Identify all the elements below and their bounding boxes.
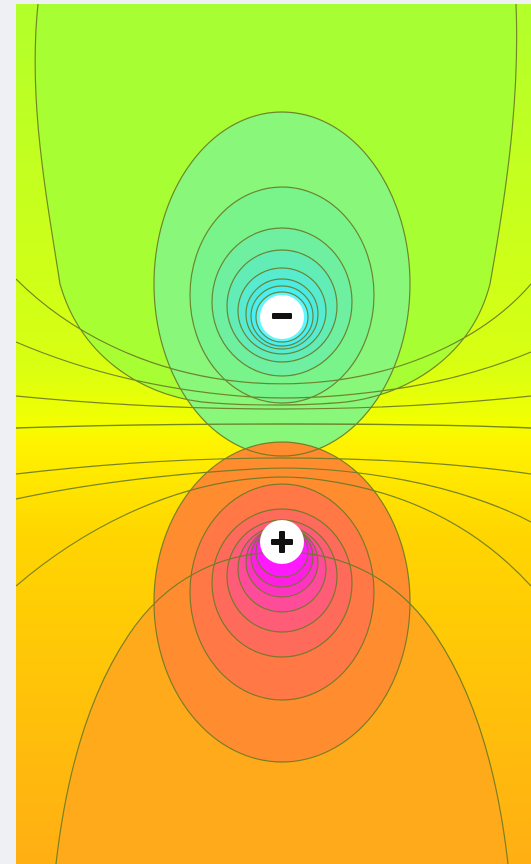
negative-contour-3 bbox=[211, 227, 353, 377]
zero-potential-contour bbox=[16, 423, 531, 429]
positive-contour-3 bbox=[211, 508, 353, 658]
potential-contour-plot bbox=[16, 4, 531, 864]
potential-plot-frame bbox=[16, 4, 531, 864]
negative-charge-minus-icon bbox=[272, 313, 292, 319]
positive-contour-2 bbox=[189, 483, 375, 701]
positive-contour-1 bbox=[153, 441, 411, 763]
positive-side-contour-1 bbox=[16, 457, 531, 475]
negative-contour-8 bbox=[255, 291, 309, 343]
left-gutter bbox=[0, 0, 16, 864]
positive-charge-plus-vertical bbox=[279, 531, 285, 553]
negative-side-contour-2 bbox=[16, 341, 531, 399]
negative-outer-contour bbox=[34, 4, 518, 406]
positive-side-contour-2 bbox=[16, 467, 531, 523]
negative-charge bbox=[260, 295, 304, 339]
negative-contour-7 bbox=[250, 285, 314, 347]
negative-contour-6 bbox=[245, 278, 319, 350]
positive-charge bbox=[260, 520, 304, 564]
negative-contour-2 bbox=[189, 186, 375, 404]
negative-contour-1 bbox=[153, 111, 411, 457]
negative-side-contour-3 bbox=[16, 395, 531, 410]
positive-side-contour-3 bbox=[16, 476, 531, 587]
negative-side-contour-1 bbox=[16, 278, 531, 385]
negative-contour-4 bbox=[226, 249, 338, 363]
negative-contour-5 bbox=[237, 267, 327, 355]
